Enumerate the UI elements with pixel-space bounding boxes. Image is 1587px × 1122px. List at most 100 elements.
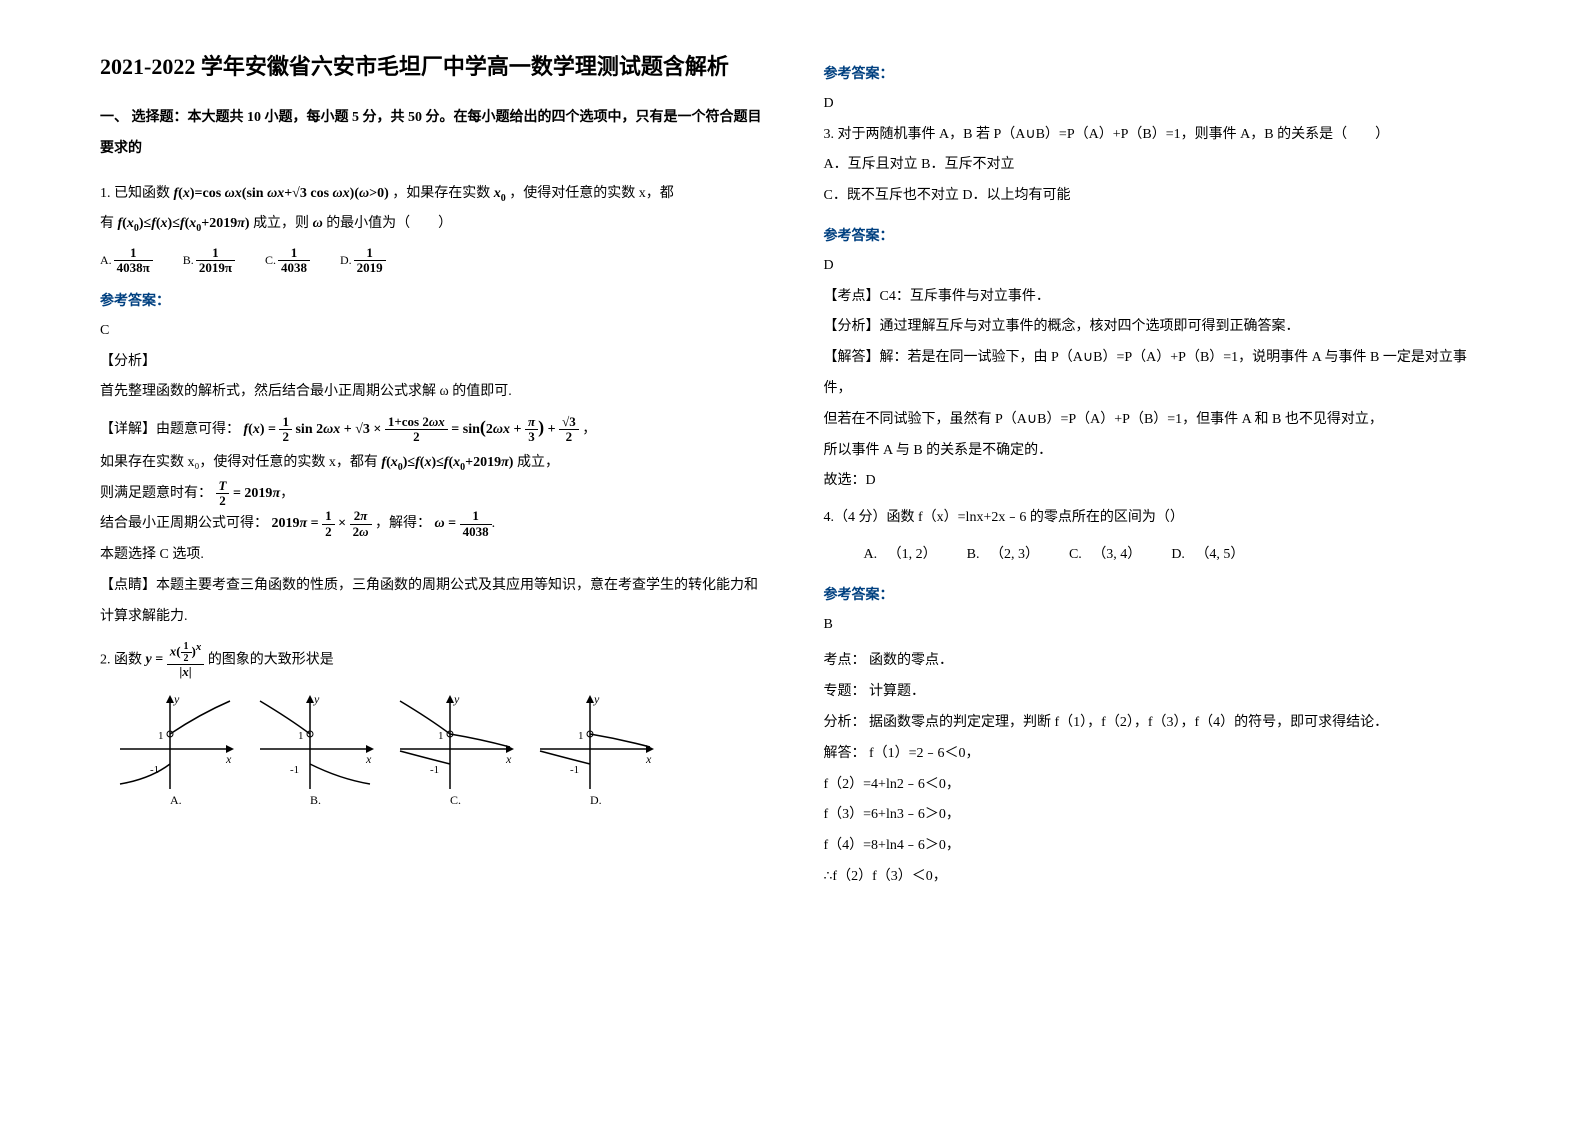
q1-period-formula: 2019π = 12 × 2π2ω (272, 516, 372, 531)
q1-cond-formula: f(x0)≤f(x)≤f(x0+2019π) (381, 455, 517, 470)
q3-answer-label: 参考答案： (824, 220, 1488, 251)
svg-text:y: y (313, 692, 320, 706)
q1-period-b: ，解得： (375, 516, 431, 531)
q1-stem-c: ，使得对任意的实数 x，都 (509, 186, 674, 201)
svg-text:B.: B. (310, 793, 321, 807)
q4-answer-label: 参考答案： (824, 579, 1488, 610)
q1-d-num: 1 (354, 246, 386, 261)
svg-text:y: y (173, 692, 180, 706)
svg-text:-1: -1 (430, 764, 439, 776)
svg-text:-1: -1 (570, 764, 579, 776)
q3-line2: 但若在不同试验下，虽然有 P（A∪B）=P（A）+P（B）=1，但事件 A 和 … (824, 405, 1488, 436)
q2-graph-svg: y x 1 -1 A. y x 1 (100, 689, 660, 809)
q2-graphs: y x 1 -1 A. y x 1 (100, 689, 764, 809)
q3-opts-cd: C．既不互斥也不对立 D．以上均有可能 (824, 181, 1488, 212)
svg-text:x: x (365, 752, 372, 766)
q1-answer-label: 参考答案： (100, 285, 764, 316)
q4-kaodian: 考点： 函数的零点． (824, 646, 1488, 677)
q4-options: A. （1, 2） B. （2, 3） C. （3, 4） D. （4, 5） (864, 540, 1488, 571)
q1-c-den: 4038 (278, 261, 310, 275)
q1-sat-line: 则满足题意时有： T2 = 2019π， (100, 479, 764, 510)
q1-b-num: 1 (196, 246, 235, 261)
svg-text:x: x (505, 752, 512, 766)
q1-b-den: 2019π (196, 261, 235, 275)
q4-jd4: f（4）=8+ln4﹣6＞0， (824, 831, 1488, 862)
q1-analysis: 首先整理函数的解析式，然后结合最小正周期公式求解 ω 的值即可. (100, 377, 764, 408)
q1-period-line: 结合最小正周期公式可得： 2019π = 12 × 2π2ω ，解得： ω = … (100, 509, 764, 540)
q1-x0-1: x0 (494, 186, 506, 201)
svg-text:1: 1 (578, 730, 584, 742)
q3-line4: 故选：D (824, 466, 1488, 497)
q1-d-den: 2019 (354, 261, 386, 275)
q4-jd5: ∴f（2）f（3）＜0， (824, 862, 1488, 893)
q2-answer: D (824, 89, 1488, 120)
svg-text:D.: D. (590, 793, 602, 807)
q1-detail-formula: f(x) = 12 sin 2ωx + √3 × 1+cos 2ωx2 = si… (244, 422, 583, 437)
svg-text:1: 1 (158, 730, 164, 742)
q4-stem: 4.（4 分）函数 f（x）=lnx+2x﹣6 的零点所在的区间为（） (824, 503, 1488, 534)
q1-l2c: 的最小值为（ ） (326, 216, 452, 231)
q1-stem-line1: 1. 已知函数 f(x)=cos ωx(sin ωx+√3 cos ωx)(ω>… (100, 179, 764, 210)
q4-c-val: （3, 4） (1092, 547, 1141, 562)
q4-d-label: D. (1171, 547, 1185, 562)
q4-jd1: 解答： f（1）=2﹣6＜0， (824, 739, 1488, 770)
q4-opt-a: A. （1, 2） (864, 540, 937, 571)
q1-a-num: 1 (114, 246, 153, 261)
q4-opt-c: C. （3, 4） (1069, 540, 1141, 571)
q4-b-label: B. (967, 547, 980, 562)
q4-jd2: f（2）=4+ln2﹣6＜0， (824, 770, 1488, 801)
q1-choose: 本题选择 C 选项. (100, 540, 764, 571)
q4-c-label: C. (1069, 547, 1082, 562)
q1-cond-b: 成立， (517, 455, 559, 470)
q1-analysis-label: 【分析】 (100, 347, 764, 378)
q4-a-val: （1, 2） (888, 547, 937, 562)
q3-fenxi: 【分析】通过理解互斥与对立事件的概念，核对四个选项即可得到正确答案． (824, 312, 1488, 343)
q4-opt-d: D. （4, 5） (1171, 540, 1244, 571)
q1-cond-a: 如果存在实数 x₀，使得对任意的实数 x，都有 (100, 455, 378, 470)
q1-stem-b: ，如果存在实数 (392, 186, 490, 201)
q1-detail-label: 【详解】由题意可得： (100, 422, 240, 437)
q1-stem-line2: 有 f(x0)≤f(x)≤f(x0+2019π) 成立，则 ω 的最小值为（ ） (100, 209, 764, 240)
q1-c-num: 1 (278, 246, 310, 261)
svg-text:1: 1 (438, 730, 444, 742)
q4-opt-b: B. （2, 3） (967, 540, 1039, 571)
q1-options: A.14038π B.12019π C.14038 D.12019 (100, 246, 764, 277)
q2-stem: 2. 函数 y = x(12)x|x| 的图象的大致形状是 (100, 641, 764, 679)
q3-jieda: 【解答】解：若是在同一试验下，由 P（A∪B）=P（A）+P（B）=1，说明事件… (824, 343, 1488, 405)
q1-opt-d: D.12019 (340, 246, 386, 277)
left-column: 2021-2022 学年安徽省六安市毛坦厂中学高一数学理测试题含解析 一、 选择… (100, 50, 764, 893)
svg-text:A.: A. (170, 793, 182, 807)
q4-fenxi: 分析： 据函数零点的判定定理，判断 f（1），f（2），f（3），f（4）的符号… (824, 708, 1488, 739)
q1-a-den: 4038π (114, 261, 153, 275)
svg-text:x: x (645, 752, 652, 766)
q3-stem: 3. 对于两随机事件 A，B 若 P（A∪B）=P（A）+P（B）=1，则事件 … (824, 120, 1488, 151)
q3-line3: 所以事件 A 与 B 的关系是不确定的． (824, 436, 1488, 467)
svg-text:C.: C. (450, 793, 461, 807)
q4-a-label: A. (864, 547, 878, 562)
q2-answer-label: 参考答案： (824, 58, 1488, 89)
q1-omega: ω (313, 216, 327, 231)
q1-answer: C (100, 316, 764, 347)
q1-cond-line: 如果存在实数 x₀，使得对任意的实数 x，都有 f(x0)≤f(x)≤f(x0+… (100, 448, 764, 479)
q1-stem-a: 1. 已知函数 (100, 186, 170, 201)
q1-sat-formula: T2 = 2019π (216, 486, 281, 501)
q1-opt-a: A.14038π (100, 246, 153, 277)
q2-stem-b: 的图象的大致形状是 (208, 652, 334, 667)
q2-formula: y = x(12)x|x| (146, 652, 208, 667)
q1-omega-result: ω = 14038 (435, 516, 492, 531)
q3-answer: D (824, 251, 1488, 282)
q1-formula-2: f(x0)≤f(x)≤f(x0+2019π) (118, 216, 254, 231)
q3-opts-ab: A．互斥且对立 B．互斥不对立 (824, 150, 1488, 181)
q4-zhuanti: 专题： 计算题． (824, 677, 1488, 708)
q1-l2b: 成立，则 (253, 216, 309, 231)
svg-text:1: 1 (298, 730, 304, 742)
svg-text:y: y (453, 692, 460, 706)
q1-l2a: 有 (100, 216, 114, 231)
q1-period-a: 结合最小正周期公式可得： (100, 516, 268, 531)
q1-sat-a: 则满足题意时有： (100, 486, 212, 501)
exam-title: 2021-2022 学年安徽省六安市毛坦厂中学高一数学理测试题含解析 (100, 50, 764, 83)
q1-opt-b: B.12019π (183, 246, 235, 277)
q2-stem-a: 2. 函数 (100, 652, 142, 667)
q1-formula-1: f(x)=cos ωx(sin ωx+√3 cos ωx)(ω>0) (174, 186, 389, 201)
q4-jd3: f（3）=6+ln3﹣6＞0， (824, 800, 1488, 831)
